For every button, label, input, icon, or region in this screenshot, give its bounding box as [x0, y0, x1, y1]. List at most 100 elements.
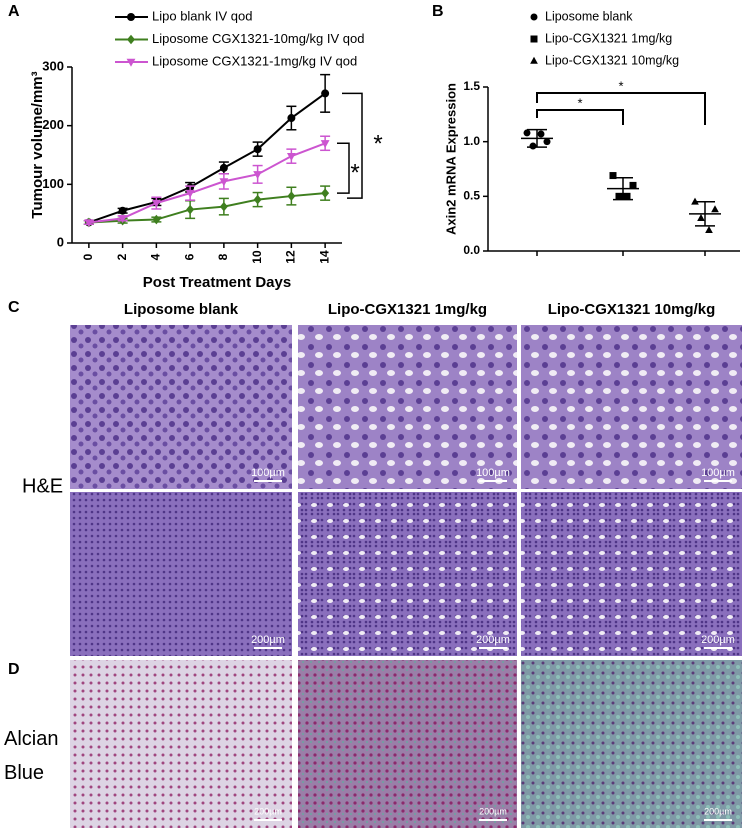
sd-bar: [613, 176, 633, 201]
sd-bar: [527, 128, 547, 148]
point: [253, 145, 262, 154]
sd-bar: [695, 201, 715, 227]
series-line: [88, 92, 326, 224]
point: [623, 192, 631, 200]
legend-label: Lipo-CGX1321 1mg/kg: [545, 31, 672, 45]
column-header: Lipo-CGX1321 10mg/kg: [548, 301, 716, 318]
x-tick-label: 2: [115, 253, 129, 260]
scale-bar-label: 200µm: [254, 806, 282, 816]
point: [320, 140, 330, 149]
y-tick-label: 100: [42, 176, 64, 191]
y-tick-label: 300: [42, 58, 64, 73]
point: [321, 188, 330, 198]
y-tick-label: 1.5: [463, 79, 480, 93]
annotation: *: [577, 95, 582, 110]
point: [286, 152, 296, 161]
x-tick-label: 8: [216, 253, 230, 260]
column-header: Lipo-CGX1321 1mg/kg: [328, 301, 487, 318]
legend-label: Lipo-CGX1321 10mg/kg: [545, 53, 679, 67]
point: [697, 214, 705, 221]
x-tick-label: 4: [149, 253, 163, 260]
micrograph: [298, 492, 517, 656]
scale-bar-label: 200µm: [479, 806, 507, 816]
y-axis-label: Tumour volume/mm³: [29, 71, 46, 218]
point: [711, 205, 719, 213]
x-tick-label: 10: [250, 250, 264, 264]
y-tick-label: 0.5: [463, 189, 480, 203]
series-line: [88, 192, 326, 224]
x-tick-label: 12: [284, 250, 298, 264]
point: [151, 199, 161, 208]
x-tick-label: 6: [182, 253, 196, 260]
scale-bar-label: 100µm: [476, 467, 510, 479]
significance-bracket: [342, 92, 363, 199]
legend-label: Liposome CGX1321-10mg/kg IV qod: [152, 31, 364, 46]
x-axis-label: Post Treatment Days: [143, 274, 291, 291]
y-tick-label: 0.0: [463, 243, 480, 257]
y-tick-label: 200: [42, 117, 64, 132]
micrograph: [298, 325, 517, 489]
point: [219, 178, 229, 187]
annotation: *: [373, 131, 382, 158]
point: [253, 171, 263, 180]
y-tick-label: 0: [57, 234, 64, 249]
annotation: *: [618, 78, 623, 93]
significance-bracket: [536, 109, 624, 125]
row-label: H&E: [22, 475, 63, 497]
legend-label: Liposome blank: [545, 9, 633, 23]
point: [523, 129, 531, 137]
significance-bracket: [536, 92, 706, 125]
point: [287, 114, 296, 123]
scale-bar-label: 200µm: [701, 634, 735, 646]
legend-marker: [530, 56, 538, 64]
point: [118, 206, 127, 215]
point: [321, 89, 330, 98]
point: [84, 219, 94, 228]
point: [287, 191, 296, 201]
point: [186, 204, 195, 215]
y-tick-label: 1.0: [463, 134, 480, 148]
point: [609, 172, 617, 180]
point: [152, 214, 161, 225]
legend-label: Lipo blank IV qod: [152, 8, 252, 23]
point: [615, 192, 623, 200]
point: [529, 142, 537, 150]
legend-label: Liposome CGX1321-1mg/kg IV qod: [152, 53, 357, 68]
panel-label: A: [8, 3, 20, 20]
row-label-box: Alcian Blue: [4, 728, 59, 784]
point: [185, 189, 195, 198]
point: [705, 226, 713, 234]
scale-bar-label: 200µm: [476, 634, 510, 646]
legend-marker: [127, 13, 135, 21]
significance-bracket: [337, 142, 350, 194]
x-tick-label: 0: [81, 253, 95, 260]
point: [219, 163, 228, 172]
legend-marker: [530, 35, 538, 43]
point: [219, 201, 228, 212]
legend-marker: [127, 34, 135, 45]
point: [629, 181, 637, 189]
legend-marker: [126, 58, 136, 67]
scale-bar-label: 100µm: [701, 467, 735, 479]
point: [253, 194, 262, 205]
point: [537, 130, 545, 138]
micrograph: [70, 325, 292, 489]
micrograph: [298, 660, 517, 828]
scale-bar-label: 200µm: [251, 634, 285, 646]
row-label: Alcian Blue: [4, 728, 59, 784]
scale-bar-label: 200µm: [704, 806, 732, 816]
legend-marker: [530, 13, 538, 21]
panel-label: C: [8, 299, 20, 316]
micrograph: [70, 492, 292, 656]
micrograph: [521, 325, 742, 489]
scale-bar-label: 100µm: [251, 467, 285, 479]
panel-label: B: [432, 3, 444, 20]
micrograph: [521, 660, 742, 828]
x-tick-label: 14: [317, 250, 331, 264]
micrograph: [70, 660, 292, 828]
column-header: Liposome blank: [124, 301, 239, 318]
point: [118, 215, 128, 224]
annotation: *: [350, 160, 359, 187]
y-axis-label: Axin2 mRNA Expression: [443, 83, 458, 235]
